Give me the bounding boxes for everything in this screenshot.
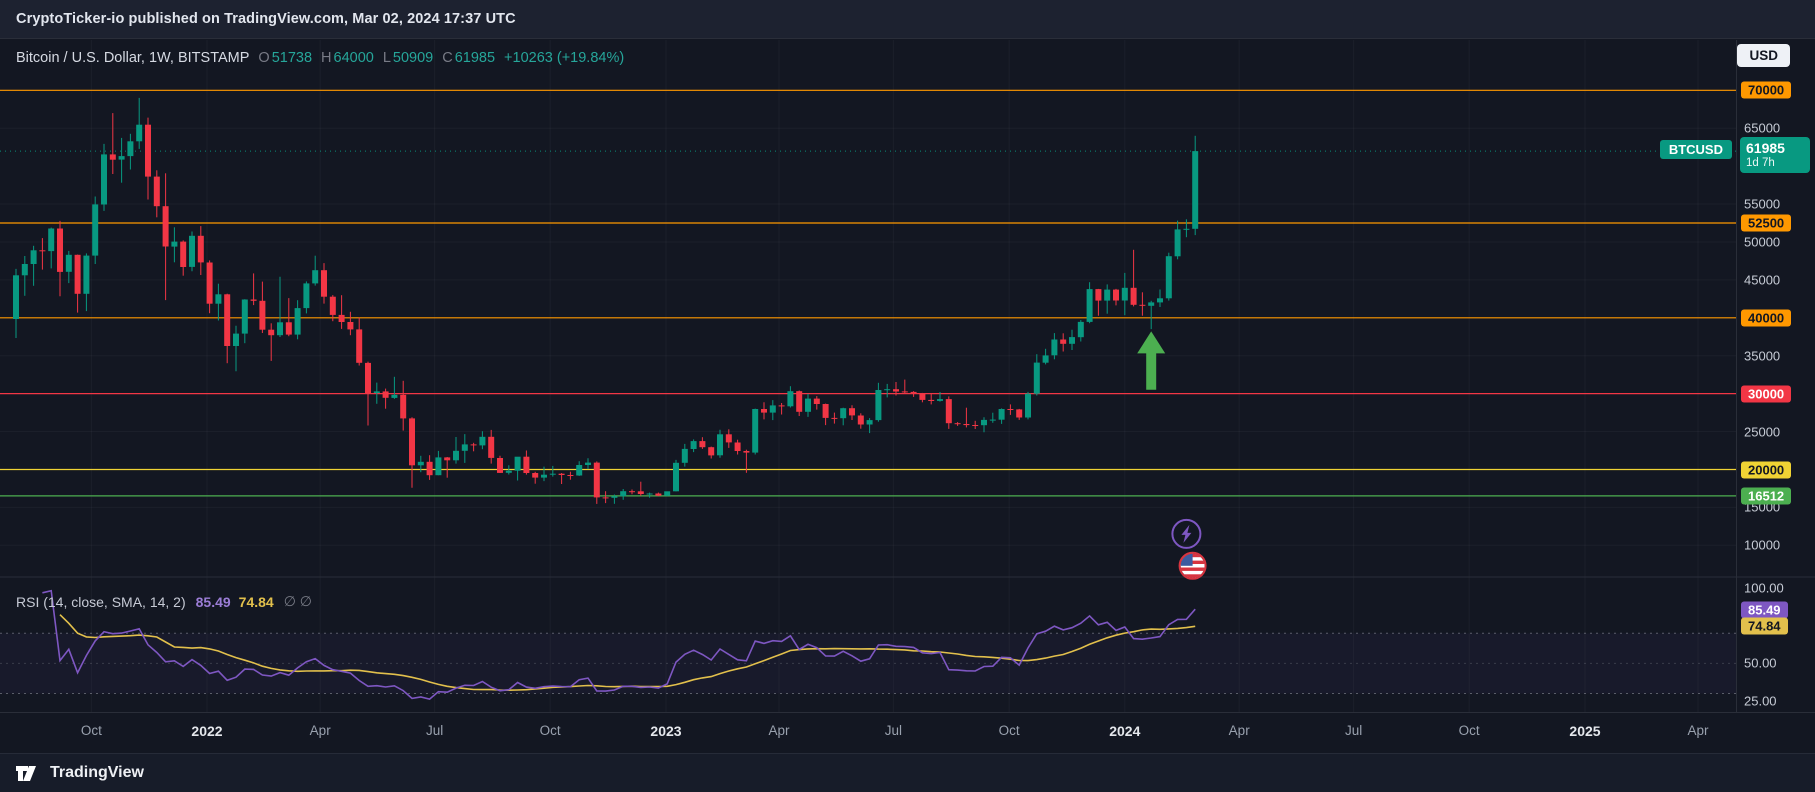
rsi-title: RSI (14, close, SMA, 14, 2) xyxy=(16,593,186,610)
us-flag-icon xyxy=(1178,551,1207,580)
time-axis-label: Jul xyxy=(1344,723,1363,738)
price-axis-badge: 16512 xyxy=(1741,487,1792,505)
attribution-text: CryptoTicker-io published on TradingView… xyxy=(16,11,516,27)
attribution-bar: CryptoTicker-io published on TradingView… xyxy=(0,0,1815,39)
price-axis-label: 55000 xyxy=(1744,196,1781,212)
price-axis[interactable]: 65000 55000 50000 45000 35000 25000 15000 10000… xyxy=(1736,40,1815,712)
last-price-badge: 61985 1d 7h xyxy=(1740,137,1810,174)
time-axis-label: Apr xyxy=(1687,723,1709,738)
time-axis-label: Oct xyxy=(80,723,102,738)
bar-countdown: 1d 7h xyxy=(1746,157,1775,170)
price-axis-badge: 85.49 xyxy=(1741,601,1788,619)
time-axis-label: Oct xyxy=(539,723,561,738)
time-axis-label: 2024 xyxy=(1109,723,1141,739)
price-axis-label: 100.00 xyxy=(1744,580,1784,596)
price-axis-label: 10000 xyxy=(1744,537,1781,553)
change-value: +10263 (+19.84%) xyxy=(504,50,625,66)
close-label: C xyxy=(442,50,453,66)
open-label: O xyxy=(258,50,270,66)
lightning-icon xyxy=(1171,518,1202,549)
high-label: H xyxy=(321,50,332,66)
last-price-symbol-tag: BTCUSD xyxy=(1659,140,1732,159)
footer-bar: TradingView xyxy=(0,753,1815,792)
up-arrow-annotation xyxy=(1137,331,1166,390)
rsi-hidden-series-icons: ∅ ∅ xyxy=(283,593,312,609)
tradingview-logo-icon[interactable] xyxy=(14,763,41,784)
price-axis-label: 45000 xyxy=(1744,272,1781,288)
rsi-sma-value: 74.84 xyxy=(238,593,274,610)
time-axis-label: 2023 xyxy=(650,723,682,739)
price-axis-label: 50000 xyxy=(1744,234,1781,250)
rsi-legend: RSI (14, close, SMA, 14, 2) 85.49 74.84 … xyxy=(16,593,312,610)
price-axis-label: 35000 xyxy=(1744,348,1781,364)
time-axis-label: Oct xyxy=(1458,723,1480,738)
price-axis-label: 25.00 xyxy=(1744,693,1777,709)
open-value: 51738 xyxy=(271,50,313,66)
time-axis-label: Jul xyxy=(884,723,903,738)
price-axis-badge: 52500 xyxy=(1741,214,1792,232)
symbol-legend: Bitcoin / U.S. Dollar, 1W, BITSTAMP O 517… xyxy=(16,50,624,66)
price-axis-label: 50.00 xyxy=(1744,655,1777,671)
price-axis-badge: 70000 xyxy=(1741,81,1792,99)
price-axis-badge: 30000 xyxy=(1741,385,1792,403)
time-axis-label: Apr xyxy=(768,723,790,738)
symbol-title: Bitcoin / U.S. Dollar, 1W, BITSTAMP xyxy=(16,50,250,66)
time-axis-label: 2022 xyxy=(191,723,223,739)
time-axis-label: Oct xyxy=(998,723,1020,738)
price-axis-badge: 40000 xyxy=(1741,309,1792,327)
footer-brand[interactable]: TradingView xyxy=(50,764,144,781)
time-axis-label: 2025 xyxy=(1569,723,1601,739)
time-axis-label: Apr xyxy=(309,723,331,738)
low-label: L xyxy=(382,50,391,66)
high-value: 64000 xyxy=(333,50,374,66)
price-axis-label: 65000 xyxy=(1744,120,1781,136)
price-axis-badge: 20000 xyxy=(1741,461,1792,478)
close-value: 61985 xyxy=(454,50,496,66)
price-axis-label: 25000 xyxy=(1744,424,1781,439)
time-axis-label: Jul xyxy=(425,723,444,738)
price-axis-badge: 74.84 xyxy=(1741,617,1788,635)
time-axis-label: Apr xyxy=(1228,723,1250,738)
rsi-value: 85.49 xyxy=(195,593,231,610)
time-axis[interactable]: Oct 2022 Apr Jul Oct 2023 Apr Jul Oct 2024 Apr Jul O… xyxy=(0,712,1815,754)
last-price-value: 61985 xyxy=(1746,140,1785,156)
low-value: 50909 xyxy=(392,50,434,66)
chart-canvas[interactable] xyxy=(0,40,1815,712)
currency-toggle-button[interactable]: USD xyxy=(1737,44,1790,67)
